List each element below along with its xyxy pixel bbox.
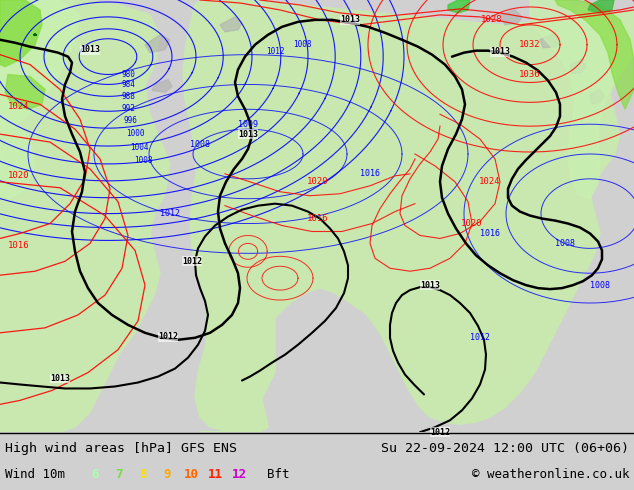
Text: 992: 992 bbox=[122, 104, 136, 113]
Text: © weatheronline.co.uk: © weatheronline.co.uk bbox=[472, 467, 629, 481]
Polygon shape bbox=[570, 60, 586, 74]
Polygon shape bbox=[590, 89, 604, 104]
Text: 1012: 1012 bbox=[266, 47, 285, 56]
Text: 11: 11 bbox=[207, 467, 223, 481]
Text: 1013: 1013 bbox=[490, 47, 510, 56]
Text: 1016: 1016 bbox=[307, 214, 329, 223]
Text: 1008: 1008 bbox=[293, 40, 311, 49]
Text: 1012: 1012 bbox=[470, 333, 490, 343]
Polygon shape bbox=[0, 0, 170, 432]
Text: Su 22-09-2024 12:00 UTC (06+06): Su 22-09-2024 12:00 UTC (06+06) bbox=[381, 441, 629, 455]
Polygon shape bbox=[555, 0, 634, 109]
Polygon shape bbox=[448, 0, 470, 13]
Polygon shape bbox=[540, 33, 560, 48]
Polygon shape bbox=[220, 17, 242, 32]
Polygon shape bbox=[500, 10, 522, 25]
Polygon shape bbox=[0, 124, 35, 199]
Text: 10: 10 bbox=[183, 467, 198, 481]
Polygon shape bbox=[588, 0, 614, 13]
Text: 1024: 1024 bbox=[8, 102, 30, 111]
Text: 1032: 1032 bbox=[519, 40, 541, 49]
Polygon shape bbox=[530, 0, 620, 199]
Polygon shape bbox=[200, 318, 275, 432]
Text: 1013: 1013 bbox=[420, 281, 440, 290]
Text: 1012: 1012 bbox=[158, 332, 178, 342]
Text: 1020: 1020 bbox=[307, 177, 329, 186]
Text: 1009: 1009 bbox=[238, 120, 258, 129]
Text: 1013: 1013 bbox=[50, 374, 70, 383]
Polygon shape bbox=[0, 0, 80, 139]
Polygon shape bbox=[152, 79, 172, 93]
Text: 1004: 1004 bbox=[130, 143, 148, 151]
Text: 9: 9 bbox=[163, 467, 171, 481]
Text: 1016: 1016 bbox=[360, 170, 380, 178]
Polygon shape bbox=[0, 0, 42, 67]
Text: 1020: 1020 bbox=[8, 172, 30, 180]
Text: 1016: 1016 bbox=[480, 229, 500, 238]
Text: 7: 7 bbox=[115, 467, 123, 481]
Text: 1013: 1013 bbox=[340, 15, 360, 24]
Text: 1008: 1008 bbox=[190, 140, 210, 148]
Text: 1036: 1036 bbox=[519, 70, 541, 79]
Text: 1012: 1012 bbox=[160, 209, 180, 218]
Text: 1016: 1016 bbox=[8, 241, 30, 250]
Text: Wind 10m: Wind 10m bbox=[5, 467, 65, 481]
Text: 1012: 1012 bbox=[182, 257, 202, 266]
Polygon shape bbox=[5, 74, 45, 109]
Text: 6: 6 bbox=[91, 467, 99, 481]
Text: 1013: 1013 bbox=[238, 130, 258, 139]
Polygon shape bbox=[145, 35, 170, 52]
Text: 1008: 1008 bbox=[555, 239, 575, 248]
Text: 1024: 1024 bbox=[479, 177, 501, 186]
Text: 1013: 1013 bbox=[80, 45, 100, 54]
Text: 996: 996 bbox=[123, 116, 137, 125]
Text: 980: 980 bbox=[122, 70, 136, 79]
Text: 1000: 1000 bbox=[126, 129, 145, 138]
Polygon shape bbox=[183, 0, 634, 432]
Text: High wind areas [hPa] GFS ENS: High wind areas [hPa] GFS ENS bbox=[5, 441, 237, 455]
Text: 1020: 1020 bbox=[462, 219, 482, 228]
Text: 8: 8 bbox=[139, 467, 146, 481]
Text: 1008: 1008 bbox=[134, 156, 153, 166]
Text: Bft: Bft bbox=[267, 467, 290, 481]
Text: 1012: 1012 bbox=[430, 428, 450, 437]
Text: 1028: 1028 bbox=[481, 15, 503, 24]
Text: 984: 984 bbox=[122, 80, 136, 89]
Text: 12: 12 bbox=[231, 467, 247, 481]
Text: 1008: 1008 bbox=[590, 281, 610, 290]
Text: 988: 988 bbox=[122, 92, 136, 101]
